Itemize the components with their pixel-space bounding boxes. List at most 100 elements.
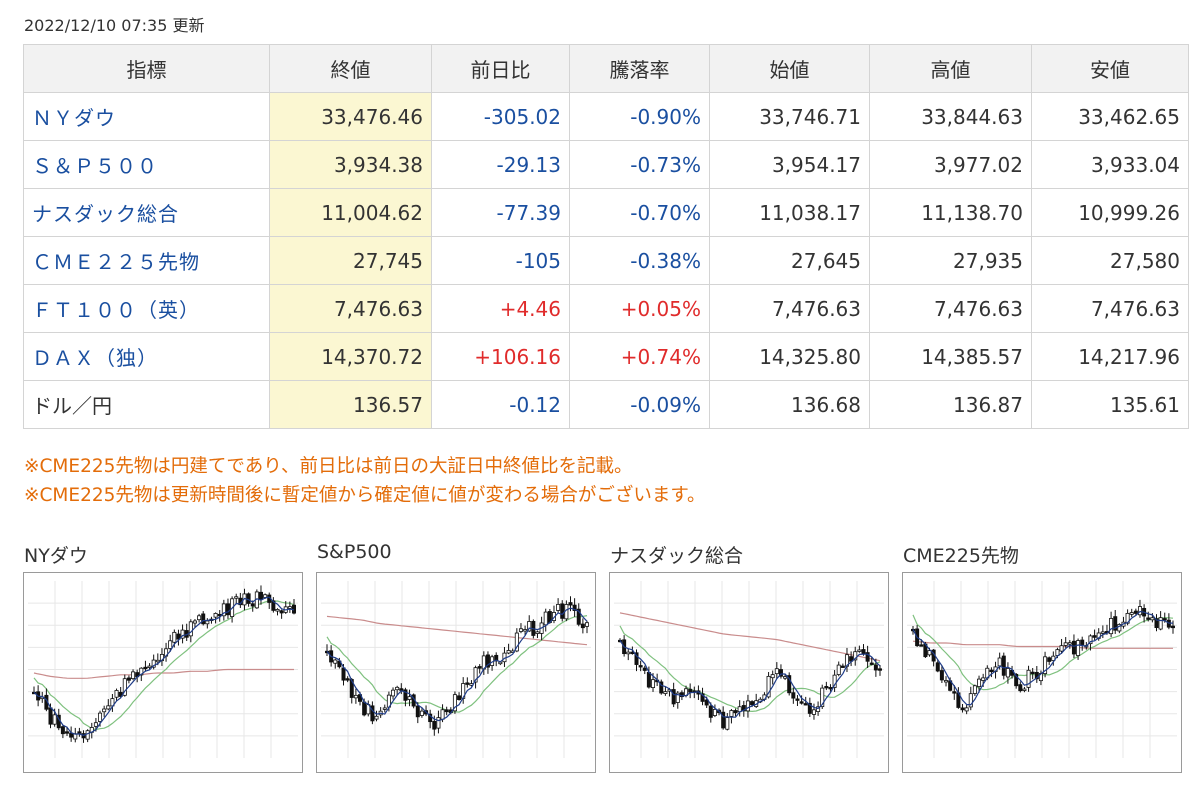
ma75-line (912, 640, 1173, 649)
cell-change: -305.02 (431, 92, 570, 141)
candle (584, 620, 589, 634)
candle (77, 727, 82, 737)
candle (366, 700, 371, 717)
table-row: ＣＭＥ２２５先物 27,745 -105 -0.38% 27,645 27,935 27,5… (23, 236, 1189, 285)
chart-nasdaq-svg (614, 581, 884, 758)
cell-rate: +0.74% (569, 332, 710, 381)
candle (795, 695, 800, 706)
candle (741, 700, 746, 717)
candle (1001, 652, 1006, 680)
candle (1051, 651, 1056, 666)
candle (721, 706, 726, 730)
candle (225, 598, 230, 619)
candle (560, 600, 565, 622)
candle (960, 703, 965, 713)
candle (419, 707, 424, 718)
candle (452, 691, 457, 714)
candle (147, 663, 152, 670)
candle (374, 710, 379, 722)
cell-open: 11,038.17 (709, 188, 870, 237)
candle (176, 629, 181, 646)
candle (502, 647, 507, 667)
candle (1047, 656, 1052, 665)
candle (345, 676, 350, 683)
indicator-link[interactable]: Ｓ＆Ｐ５００ (32, 154, 158, 178)
candle (201, 611, 206, 626)
candle (791, 687, 796, 704)
chart-nydow-svg (28, 581, 298, 758)
candlesticks (324, 596, 589, 736)
cell-change: +106.16 (431, 332, 570, 381)
ma5-line (326, 607, 588, 722)
indicator-link[interactable]: ＤＡＸ（独） (32, 346, 158, 370)
candle (473, 665, 478, 689)
candle (102, 705, 107, 717)
candle (745, 694, 750, 718)
chart-sp500-svg (321, 581, 591, 758)
candle (787, 672, 792, 696)
candle (1005, 662, 1010, 684)
candle (869, 657, 874, 666)
cell-high: 136.87 (869, 380, 1032, 429)
candle (642, 665, 647, 675)
candle (725, 713, 730, 731)
ma75-line (326, 615, 588, 646)
candle (114, 688, 119, 701)
candle (291, 598, 296, 615)
candle (939, 665, 944, 684)
table-row: ＤＡＸ（独） 14,370.72 +106.16 +0.74% 14,325.80 14,… (23, 332, 1189, 381)
cell-close: 3,934.38 (269, 140, 432, 189)
table-row: ＦＴ１００（英） 7,476.63 +4.46 +0.05% 7,476.63 7,476… (23, 284, 1189, 333)
candle (807, 697, 812, 718)
candle (407, 689, 412, 707)
candle (1026, 665, 1031, 692)
ma5-line (33, 596, 295, 736)
header-high: 高値 (869, 44, 1032, 93)
chart-nydow[interactable] (23, 572, 303, 773)
chart-sp500[interactable] (316, 572, 596, 773)
candle (935, 659, 940, 673)
chart-title-sp500: S&P500 (317, 541, 392, 563)
candle (1067, 640, 1072, 649)
indicator-link[interactable]: ＣＭＥ２２５先物 (32, 250, 200, 274)
candle (1076, 638, 1081, 660)
candle (688, 683, 693, 699)
chart-nasdaq[interactable] (609, 572, 889, 773)
candle (952, 685, 957, 700)
indicator-link[interactable]: ＮＹダウ (32, 106, 116, 130)
candle (143, 660, 148, 672)
candle (523, 625, 528, 636)
indicator-link[interactable]: ＦＴ１００（英） (32, 298, 200, 322)
candle (477, 664, 482, 674)
cell-open: 7,476.63 (709, 284, 870, 333)
candle (333, 658, 338, 669)
candle (679, 690, 684, 701)
cell-rate: -0.90% (569, 92, 710, 141)
candle (663, 686, 668, 696)
candle (192, 619, 197, 629)
cell-change: -29.13 (431, 140, 570, 189)
cell-change: -77.39 (431, 188, 570, 237)
candle (180, 624, 185, 644)
candle (234, 593, 239, 604)
ma25-line (619, 625, 881, 713)
cell-open: 27,645 (709, 236, 870, 285)
cell-open: 14,325.80 (709, 332, 870, 381)
cell-indicator-name: ＮＹダウ (23, 92, 270, 141)
table-row: ドル／円 136.57 -0.12 -0.09% 136.68 136.87 135.61 (23, 380, 1189, 429)
candle (783, 674, 788, 681)
cell-close: 14,370.72 (269, 332, 432, 381)
chart-cme225[interactable] (902, 572, 1182, 773)
candle (770, 670, 775, 685)
candle (197, 613, 202, 623)
indicator-link[interactable]: ナスダック総合 (32, 202, 179, 226)
candle (73, 727, 78, 743)
candle (106, 699, 111, 711)
candle (168, 634, 173, 652)
table-header-row: 指標 終値 前日比 騰落率 始値 高値 安値 (23, 44, 1189, 93)
cell-rate: +0.05% (569, 284, 710, 333)
candle (382, 704, 387, 713)
candle (436, 710, 441, 734)
candle (556, 598, 561, 614)
